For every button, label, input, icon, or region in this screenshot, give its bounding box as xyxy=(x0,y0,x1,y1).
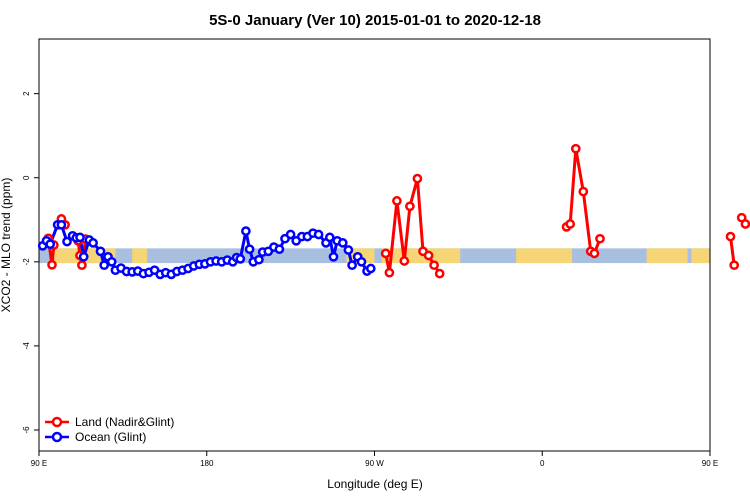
y-tick-label: -6 xyxy=(22,426,31,434)
ocean-series-point xyxy=(285,229,296,240)
ocean-series-point xyxy=(347,260,357,271)
ocean-series-point xyxy=(56,219,67,230)
land-series-line xyxy=(565,147,602,255)
legend-ocean-marker xyxy=(51,431,63,443)
ocean-series-point xyxy=(274,244,285,255)
x-tick-label: 90 W xyxy=(365,459,384,468)
ocean-series-point xyxy=(343,245,354,255)
ocean-series-point xyxy=(88,238,98,248)
plot-frame xyxy=(38,38,711,452)
x-axis-label: Longitude (deg E) xyxy=(327,477,422,491)
land-band xyxy=(516,248,573,264)
legend-ocean-label: Ocean (Glint) xyxy=(75,430,146,444)
land-series-point xyxy=(47,259,57,270)
ocean-series-point xyxy=(95,246,106,257)
land-band xyxy=(646,248,688,264)
land-series-point xyxy=(412,173,423,184)
x-tick-label: 90 E xyxy=(702,459,718,468)
land-series-point xyxy=(399,256,410,266)
y-tick-label: -4 xyxy=(22,342,31,350)
land-series-point xyxy=(405,201,415,212)
ocean-series-point xyxy=(324,232,335,243)
land-series-point xyxy=(595,233,605,244)
ocean-series-point xyxy=(356,256,367,267)
legend: Land (Nadir&Glint) Ocean (Glint) xyxy=(45,415,174,444)
land-series-point xyxy=(392,196,402,206)
land-series-point xyxy=(565,219,576,229)
ocean-series-point xyxy=(78,251,89,262)
land-series-line xyxy=(384,177,441,275)
ocean-series-point xyxy=(244,244,255,255)
land-series-point xyxy=(429,260,439,271)
ocean-series-point xyxy=(106,256,117,267)
x-tick-label: 180 xyxy=(200,459,214,468)
ocean-series-point xyxy=(337,238,348,248)
ocean-series-point xyxy=(75,232,85,243)
ocean-series-point xyxy=(99,260,110,271)
land-series-point xyxy=(423,250,434,261)
ocean-series-point xyxy=(235,254,246,264)
ocean-series-point xyxy=(365,263,376,274)
legend-land-marker xyxy=(51,416,63,428)
land-band xyxy=(132,248,148,264)
y-tick-label: 0 xyxy=(22,175,31,180)
ocean-series-point xyxy=(313,229,324,240)
land-band xyxy=(691,248,710,264)
series-layer xyxy=(37,143,750,280)
land-series-point xyxy=(725,231,736,242)
y-tick-label: -2 xyxy=(22,258,31,266)
ocean-series-point xyxy=(45,239,56,250)
x-tick-label: 0 xyxy=(540,459,545,468)
land-series-point xyxy=(740,219,750,229)
y-tick-label: 2 xyxy=(22,91,31,96)
x-tick-label: 90 E xyxy=(31,459,47,468)
ocean-series-point xyxy=(254,254,264,265)
land-series-point xyxy=(570,143,581,154)
land-series-point xyxy=(384,267,395,278)
chart-title: 5S-0 January (Ver 10) 2015-01-01 to 2020… xyxy=(209,12,541,29)
land-series-point xyxy=(380,248,391,259)
y-axis-label: XCO2 - MLO trend (ppm) xyxy=(0,178,13,313)
ocean-series-point xyxy=(241,226,251,236)
land-series-point xyxy=(578,186,589,197)
x-axis: 90 E 180 90 W 0 90 E xyxy=(31,451,718,468)
land-series-point xyxy=(434,268,445,279)
land-series-point xyxy=(729,260,740,271)
land-series-point xyxy=(77,260,87,271)
y-axis: 2 0 -2 -4 -6 xyxy=(22,91,39,434)
legend-land-label: Land (Nadir&Glint) xyxy=(75,415,174,429)
ocean-series-point xyxy=(62,236,72,247)
land-series-point xyxy=(589,248,600,259)
ocean-series-point xyxy=(328,251,339,262)
background-band xyxy=(39,248,710,264)
